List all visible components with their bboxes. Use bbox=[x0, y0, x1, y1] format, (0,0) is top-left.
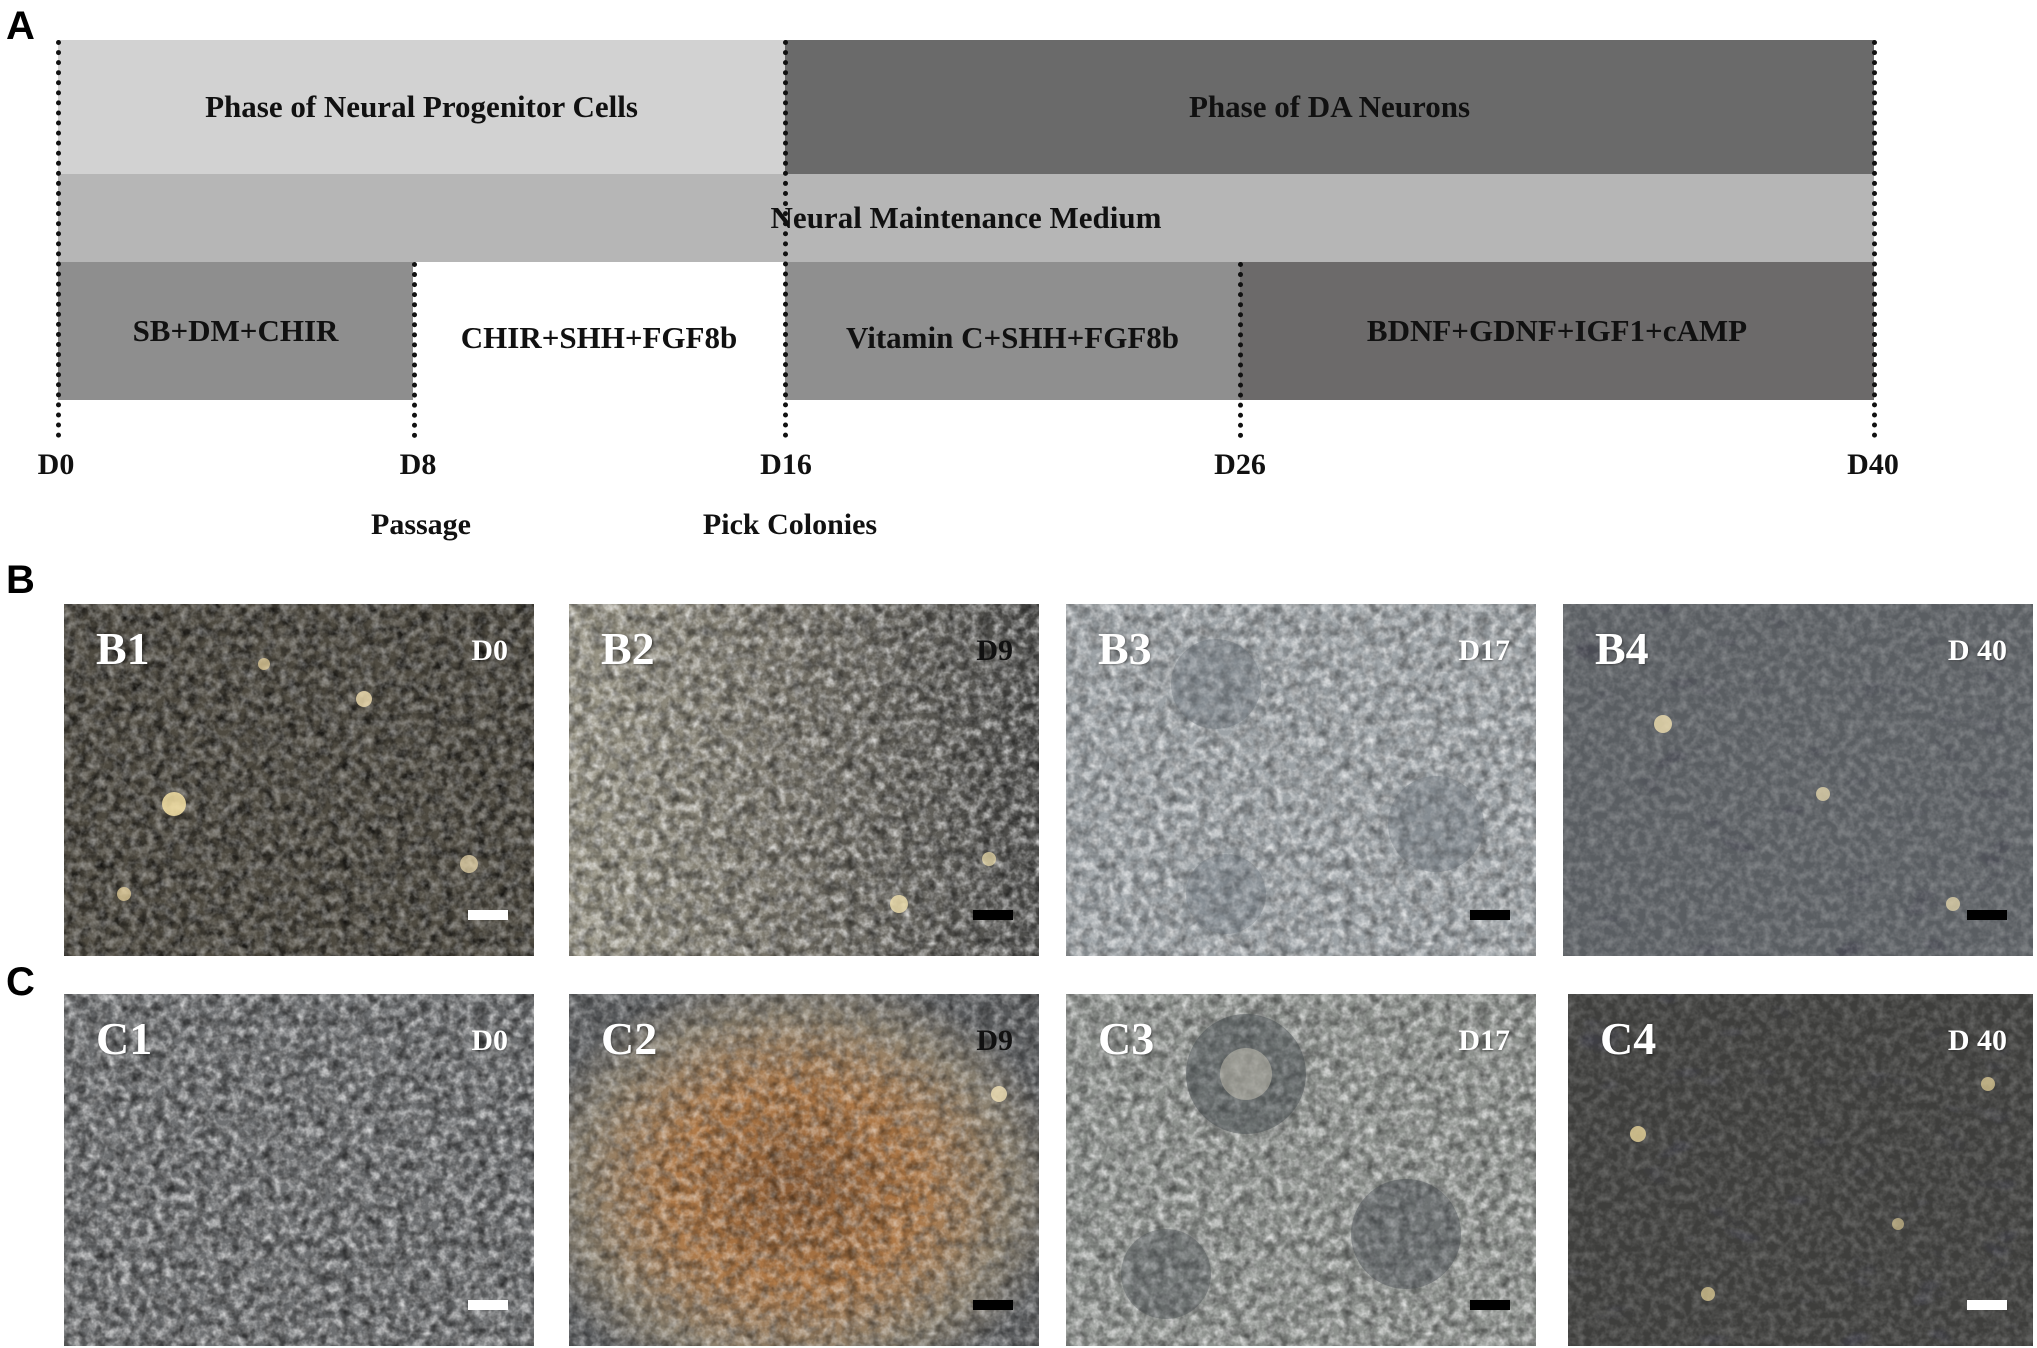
image-day: D9 bbox=[976, 1024, 1013, 1057]
event-pick-colonies: Pick Colonies bbox=[702, 508, 878, 541]
micrograph-c3: C3 D17 bbox=[1066, 994, 1536, 1346]
stage-label: CHIR+SHH+FGF8b bbox=[460, 320, 738, 355]
stage-sb-dm-chir: SB+DM+CHIR bbox=[58, 262, 413, 400]
phase-da-label: Phase of DA Neurons bbox=[1188, 89, 1471, 124]
cell-texture bbox=[1066, 994, 1536, 1346]
stage-chir-shh-fgf8b: CHIR+SHH+FGF8b bbox=[413, 262, 785, 400]
micrograph-c4: C4 D 40 bbox=[1568, 994, 2033, 1346]
cell-texture bbox=[64, 604, 534, 956]
day-label-d8: D8 bbox=[399, 448, 437, 481]
cell-texture bbox=[1066, 604, 1536, 956]
micrograph-b4: B4 D 40 bbox=[1563, 604, 2033, 956]
image-id: C4 bbox=[1600, 1013, 1657, 1064]
image-day: D0 bbox=[471, 1024, 508, 1057]
micrograph-c2: C2 D9 bbox=[569, 994, 1039, 1346]
stage-label: SB+DM+CHIR bbox=[132, 313, 339, 348]
panel-a-letter: A bbox=[6, 4, 35, 48]
cell-texture bbox=[1568, 994, 2033, 1346]
scale-bar bbox=[1470, 1300, 1510, 1310]
stage-label: Vitamin C+SHH+FGF8b bbox=[845, 320, 1179, 355]
phase-progenitor-label: Phase of Neural Progenitor Cells bbox=[205, 89, 638, 124]
image-id: B2 bbox=[601, 623, 655, 674]
day-label-d40: D40 bbox=[1847, 448, 1899, 481]
marker-d26 bbox=[1238, 262, 1243, 438]
image-day: D17 bbox=[1458, 634, 1510, 667]
image-id: C3 bbox=[1098, 1013, 1155, 1064]
marker-d40 bbox=[1872, 40, 1877, 438]
image-day: D 40 bbox=[1947, 1024, 2007, 1057]
marker-d16 bbox=[783, 40, 788, 438]
image-day: D9 bbox=[976, 634, 1013, 667]
phase-progenitor-band: Phase of Neural Progenitor Cells bbox=[58, 40, 785, 174]
cell-texture bbox=[569, 994, 1039, 1346]
phase-da-band: Phase of DA Neurons bbox=[785, 40, 1874, 174]
stage-label: BDNF+GDNF+IGF1+cAMP bbox=[1366, 313, 1748, 348]
micrograph-c1: C1 D0 bbox=[64, 994, 534, 1346]
panel-b-letter: B bbox=[6, 558, 35, 602]
marker-d8 bbox=[412, 262, 417, 438]
day-label-d26: D26 bbox=[1214, 448, 1266, 481]
scale-bar bbox=[973, 1300, 1013, 1310]
image-day: D 40 bbox=[1947, 634, 2007, 667]
stage-bdnf-gdnf-igf1-camp: BDNF+GDNF+IGF1+cAMP bbox=[1240, 262, 1874, 400]
image-id: B3 bbox=[1098, 623, 1152, 674]
panel-c-letter: C bbox=[6, 960, 35, 1004]
scale-bar bbox=[1470, 910, 1510, 920]
maintenance-label: Neural Maintenance Medium bbox=[770, 200, 1162, 235]
day-label-d0: D0 bbox=[37, 448, 75, 481]
micrograph-b3: B3 D17 bbox=[1066, 604, 1536, 956]
image-day: D17 bbox=[1458, 1024, 1510, 1057]
scale-bar bbox=[973, 910, 1013, 920]
image-id: C1 bbox=[96, 1013, 153, 1064]
micrograph-b1: B1 D0 bbox=[64, 604, 534, 956]
scale-bar bbox=[1967, 910, 2007, 920]
maintenance-band: Neural Maintenance Medium bbox=[58, 174, 1874, 262]
cell-texture bbox=[64, 994, 534, 1346]
marker-d0 bbox=[56, 40, 61, 438]
image-id: C2 bbox=[601, 1013, 658, 1064]
scale-bar bbox=[468, 910, 508, 920]
scale-bar bbox=[468, 1300, 508, 1310]
cell-texture bbox=[1563, 604, 2033, 956]
day-label-d16: D16 bbox=[760, 448, 812, 481]
image-id: B1 bbox=[96, 623, 150, 674]
micrograph-b2: B2 D9 bbox=[569, 604, 1039, 956]
event-passage: Passage bbox=[371, 508, 471, 541]
stage-vitc-shh-fgf8b: Vitamin C+SHH+FGF8b bbox=[785, 262, 1240, 400]
cell-texture bbox=[569, 604, 1039, 956]
scale-bar bbox=[1967, 1300, 2007, 1310]
image-id: B4 bbox=[1595, 623, 1649, 674]
image-day: D0 bbox=[471, 634, 508, 667]
